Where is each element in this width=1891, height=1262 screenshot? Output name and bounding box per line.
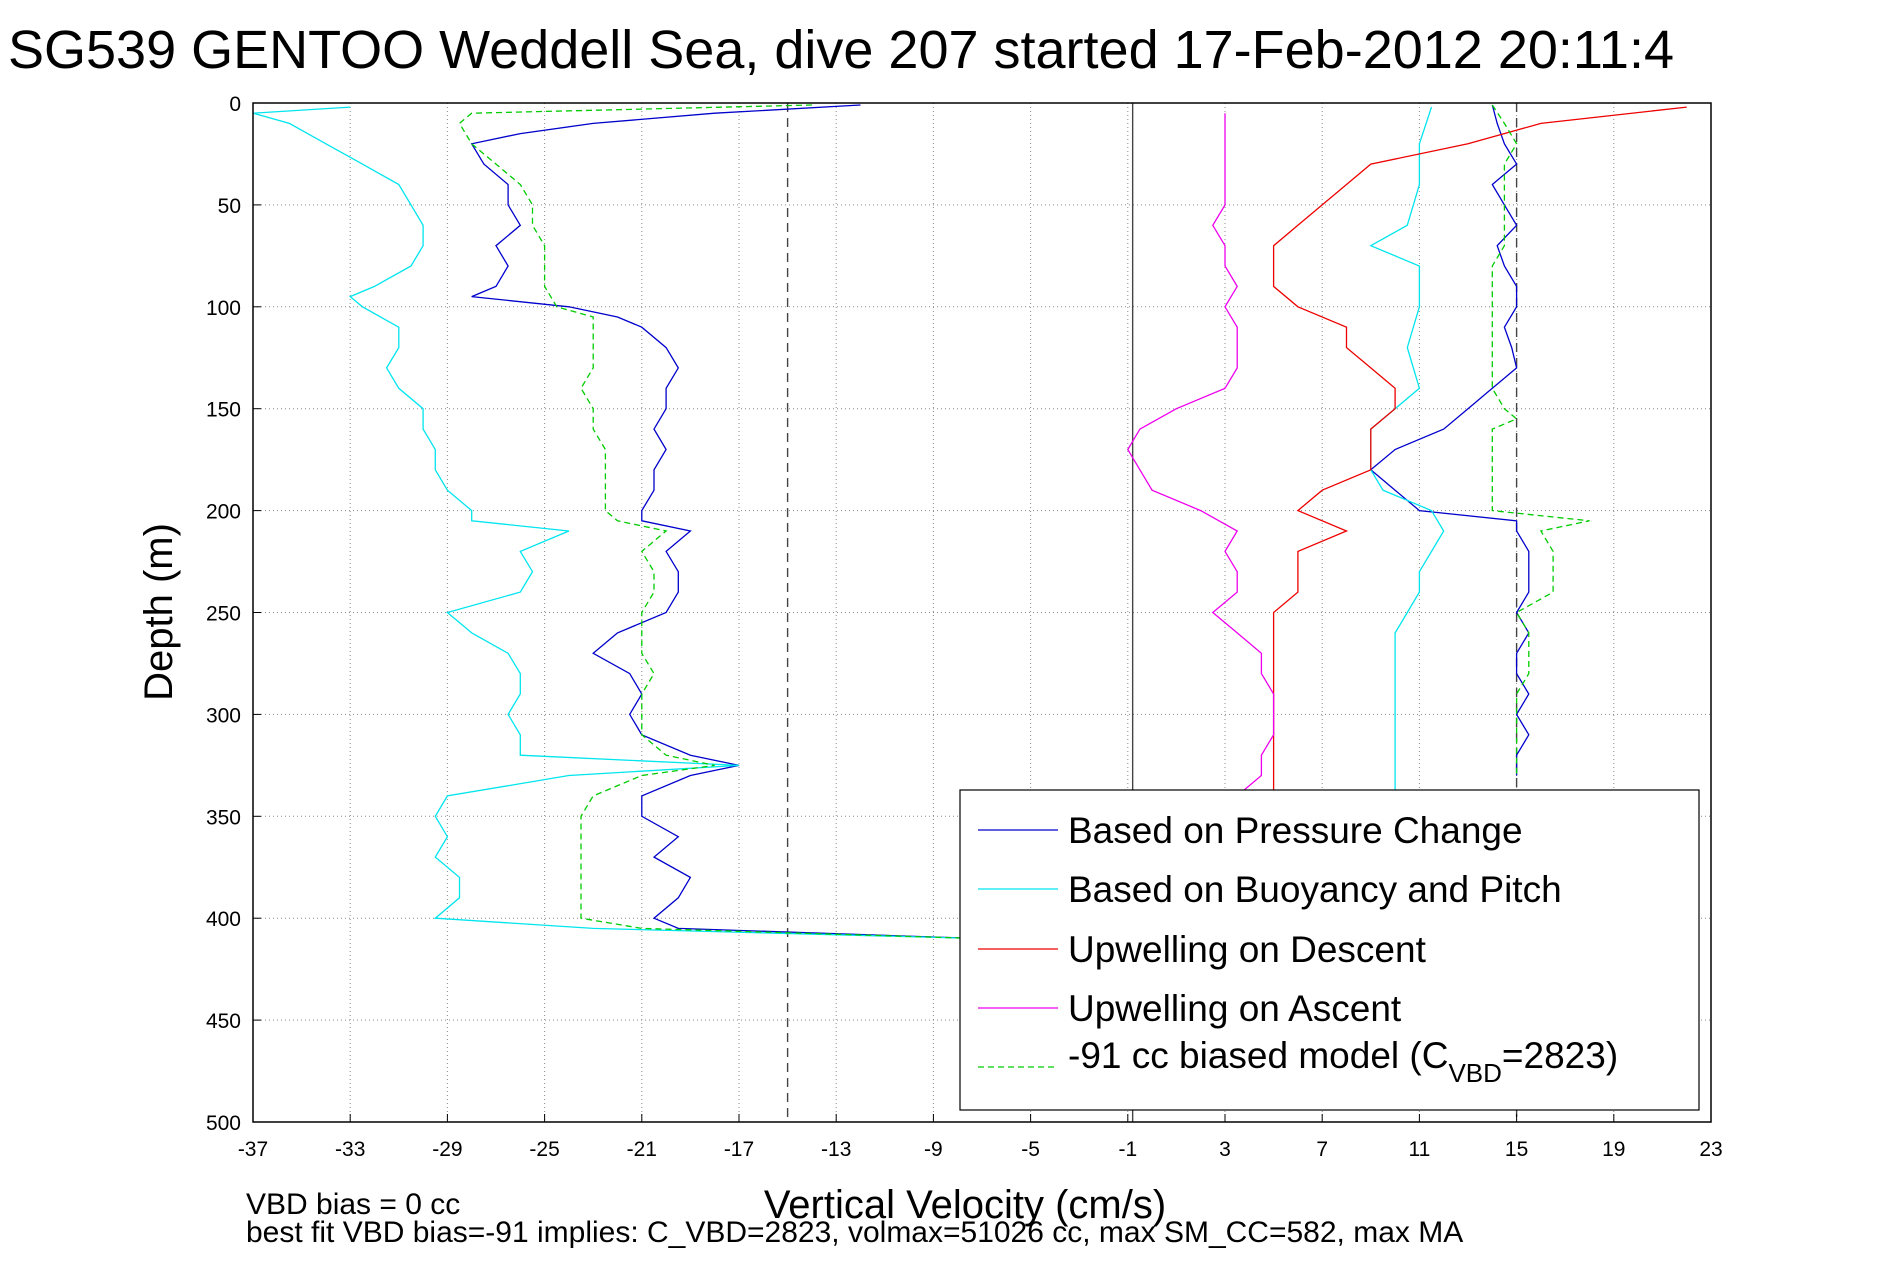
x-axis-label: Vertical Velocity (cm/s) [764, 1183, 1166, 1227]
y-tick-label: 50 [218, 195, 241, 218]
y-tick-label: 150 [206, 399, 241, 422]
x-axis-ticks: -37 -33 -29 -25 -21 -17 -13 -9 -5 -1 3 7 11 15 19 23 [238, 1114, 1723, 1161]
x-tick-label: 7 [1316, 1138, 1328, 1161]
legend-box [959, 789, 1700, 1111]
legend-label-model: -91 cc biased model (CVBD=2823) [1068, 1035, 1618, 1088]
x-tick-label: 19 [1602, 1138, 1625, 1161]
y-tick-label: 250 [206, 603, 241, 626]
footer-line2: best fit VBD bias=-91 implies: C_VBD=282… [246, 1216, 1463, 1249]
series-line-3 [1127, 113, 1275, 797]
chart-title: SG539 GENTOO Weddell Sea, dive 207 start… [8, 20, 1674, 80]
x-tick-label: -21 [627, 1138, 657, 1161]
y-tick-label: 100 [206, 297, 241, 320]
y-tick-label: 300 [206, 704, 241, 727]
legend-label-pressure: Based on Pressure Change [1068, 810, 1523, 851]
x-tick-label: 23 [1699, 1138, 1722, 1161]
x-tick-label: -17 [724, 1138, 754, 1161]
series-lines [252, 104, 1687, 940]
x-tick-label: -5 [1021, 1138, 1040, 1161]
y-tick-label: 500 [206, 1112, 241, 1135]
legend-label-buoyancy: Based on Buoyancy and Pitch [1068, 869, 1562, 910]
series-line-0 [470, 104, 1530, 940]
x-tick-label: -37 [238, 1138, 268, 1161]
x-tick-label: -13 [821, 1138, 851, 1161]
y-tick-label: 400 [206, 908, 241, 931]
x-tick-label: 15 [1505, 1138, 1528, 1161]
y-tick-label: 200 [206, 501, 241, 524]
y-axis-ticks: 0 50 100 150 200 250 300 350 400 450 500 [206, 93, 261, 1135]
y-tick-label: 0 [229, 93, 241, 116]
series-line-4 [458, 104, 1590, 940]
x-tick-label: -1 [1118, 1138, 1137, 1161]
x-tick-label: 11 [1408, 1138, 1430, 1161]
y-axis-label: Depth (m) [137, 523, 181, 701]
x-tick-label: 3 [1219, 1138, 1231, 1161]
x-tick-label: -29 [432, 1138, 462, 1161]
legend: Based on Pressure Change Based on Buoyan… [959, 789, 1700, 1111]
footer-line1: VBD bias = 0 cc [246, 1188, 460, 1221]
y-tick-label: 450 [206, 1010, 241, 1033]
series-line-2 [1272, 106, 1687, 796]
x-tick-label: -25 [529, 1138, 559, 1161]
y-tick-label: 350 [206, 806, 241, 829]
legend-label-descent: Upwelling on Descent [1068, 929, 1427, 970]
x-tick-label: -9 [924, 1138, 943, 1161]
x-tick-label: -33 [335, 1138, 365, 1161]
legend-label-ascent: Upwelling on Ascent [1068, 988, 1402, 1029]
